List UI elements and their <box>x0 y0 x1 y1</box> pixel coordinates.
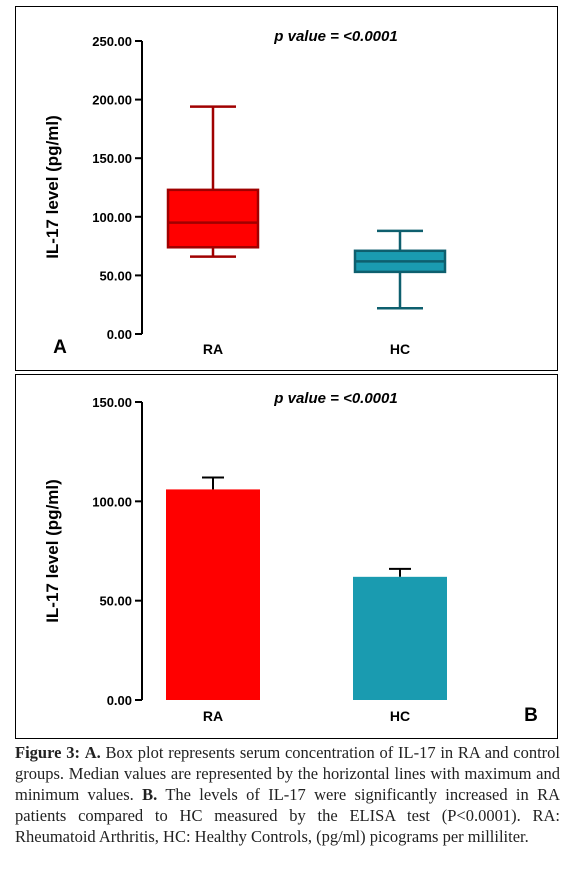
x-category-label: RA <box>203 708 223 724</box>
panel-b: 0.00 50.00 100.00 150.00 RA HC IL-17 level (pg… <box>15 374 558 739</box>
panel-letter: B <box>524 705 538 726</box>
y-tick-label: 100.00 <box>92 494 132 509</box>
y-tick-label: 250.00 <box>92 34 132 49</box>
x-category-label: HC <box>390 708 410 724</box>
p-value-annotation: p value = <0.0001 <box>273 390 397 407</box>
caption-a-text: Box plot represents serum concentration … <box>15 743 561 804</box>
panel-a: 0.00 50.00 100.00 150.00 200.00 250.00 RA HC IL-… <box>15 6 558 371</box>
p-value-annotation: p value = <0.0001 <box>273 28 397 45</box>
bar <box>166 489 260 700</box>
figure-caption: Figure 3: A. Box plot represents serum c… <box>15 742 560 847</box>
caption-b-label: B. <box>142 785 158 804</box>
caption-b-text: The levels of IL-17 were significantly i… <box>15 785 561 846</box>
y-tick-label: 100.00 <box>92 210 132 225</box>
caption-a-label: A. <box>84 743 101 762</box>
y-tick-label: 0.00 <box>107 693 132 708</box>
y-axis-title: IL-17 level (pg/ml) <box>43 479 62 623</box>
x-category-label: HC <box>390 341 410 357</box>
y-tick-label: 200.00 <box>92 93 132 108</box>
x-category-label: RA <box>203 341 223 357</box>
box-iqr <box>166 188 260 249</box>
box-plot-a: 0.00 50.00 100.00 150.00 200.00 250.00 RA HC IL-… <box>43 28 447 358</box>
y-tick-label: 150.00 <box>92 151 132 166</box>
caption-figure-label: Figure 3: <box>15 743 80 762</box>
bar-chart-b: 0.00 50.00 100.00 150.00 RA HC IL-17 level (pg… <box>43 390 538 726</box>
y-tick-label: 50.00 <box>99 594 132 609</box>
y-tick-label: 150.00 <box>92 395 132 410</box>
bar <box>353 576 447 700</box>
y-axis-title: IL-17 level (pg/ml) <box>43 115 62 259</box>
panel-letter: A <box>53 337 67 358</box>
y-tick-label: 50.00 <box>99 268 132 283</box>
y-tick-label: 0.00 <box>107 327 132 342</box>
